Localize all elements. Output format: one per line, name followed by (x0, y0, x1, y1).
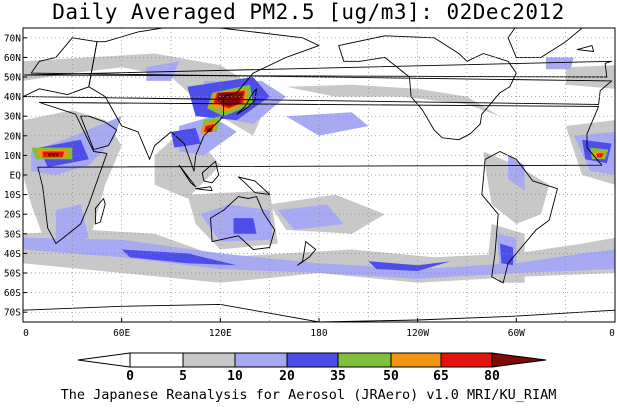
lat-tick-label: 40N (4, 92, 21, 103)
colorbar-label: 50 (383, 369, 399, 384)
colorbar: 0 5 10 20 35 50 65 80 (77, 352, 547, 384)
lon-tick-label: 180 (310, 328, 327, 339)
coastline (210, 196, 276, 250)
colorbar-high-arrow (491, 352, 547, 368)
colorbar-label: 35 (330, 369, 346, 384)
lat-tick-label: EQ (10, 171, 22, 182)
coastline (297, 241, 317, 266)
lat-tick-label: 20N (4, 131, 21, 142)
coastline (24, 60, 613, 78)
coastline (80, 115, 118, 150)
coastline (195, 186, 213, 192)
lat-tick-label: 60N (4, 53, 21, 64)
colorbar-segment (337, 352, 392, 368)
lat-tick-label: 40S (4, 249, 21, 260)
pm25-region-20 (121, 249, 237, 266)
lat-tick-label: 30N (4, 112, 21, 123)
colorbar-label: 10 (227, 369, 243, 384)
coastline (576, 45, 595, 52)
pm25-region-10 (277, 204, 344, 230)
coastline (201, 160, 220, 184)
coastline (178, 164, 197, 188)
longitude-labels: 0 60E 120E 180 120W 60W 0 (22, 318, 616, 339)
pm25-region-5 (483, 151, 550, 224)
lat-tick-label: 10N (4, 151, 21, 162)
colorbar-segment (234, 352, 288, 368)
credit-line: The Japanese Reanalysis for Aerosol (JRA… (60, 387, 557, 403)
coastline (338, 35, 517, 141)
lat-tick-label: 20S (4, 210, 21, 221)
colorbar-segment (390, 352, 442, 368)
coastline (236, 88, 257, 115)
coastline (37, 102, 603, 245)
lat-tick-label: 50N (4, 73, 21, 84)
pm25-region-20 (171, 128, 201, 148)
pm25-region-5 (23, 53, 270, 136)
pm25-region-10 (286, 112, 369, 136)
lon-tick-label: 120W (406, 328, 429, 339)
lon-tick-label: 60W (508, 328, 525, 339)
colorbar-label: 65 (433, 369, 449, 384)
colorbar-label: 5 (179, 369, 187, 384)
coastline (237, 176, 271, 196)
coastlines (23, 28, 615, 322)
coastline (94, 198, 106, 225)
lon-tick-label: 120E (209, 328, 232, 339)
coastline (88, 28, 320, 172)
coastline (23, 303, 615, 322)
lat-tick-label: 30S (4, 229, 21, 240)
colorbar-segment (182, 352, 236, 368)
pm25-region-20 (499, 243, 513, 266)
lon-tick-label: 0 (23, 328, 29, 339)
lat-tick-label: 70N (4, 33, 21, 44)
colorbar-label: 80 (484, 369, 500, 384)
pm25-region-65 (596, 153, 604, 158)
lat-lon-grid (23, 28, 615, 322)
lat-tick-label: 10S (4, 190, 21, 201)
coastline (481, 151, 558, 284)
pm25-region-20 (368, 261, 451, 271)
lon-tick-label: 60E (113, 328, 130, 339)
pm25-region-65 (203, 124, 214, 132)
pm25-region-10 (545, 57, 574, 70)
map-title: Daily Averaged PM2.5 [ug/m3]: 02Dec2012 (52, 0, 565, 24)
lat-tick-label: 60S (4, 288, 21, 299)
pm25-region-20 (233, 218, 257, 234)
colorbar-segment (440, 352, 493, 368)
pm25-region-80 (47, 153, 60, 157)
colorbar-low-arrow (77, 352, 131, 368)
lat-tick-label: 50S (4, 269, 21, 280)
lon-tick-label: 0 (609, 328, 615, 339)
lat-tick-label: 70S (4, 308, 21, 319)
pm25-region-5 (286, 84, 500, 117)
latitude-labels: 70N 60N 50N 40N 30N 20N 10N EQ 10S 20S 30S 40S 50S 60… (4, 33, 27, 319)
colorbar-label: 20 (279, 369, 295, 384)
colorbar-label: 0 (126, 369, 134, 384)
colorbar-segment (286, 352, 339, 368)
colorbar-segment (129, 352, 184, 368)
coastline (507, 28, 583, 58)
coastline (23, 37, 613, 105)
